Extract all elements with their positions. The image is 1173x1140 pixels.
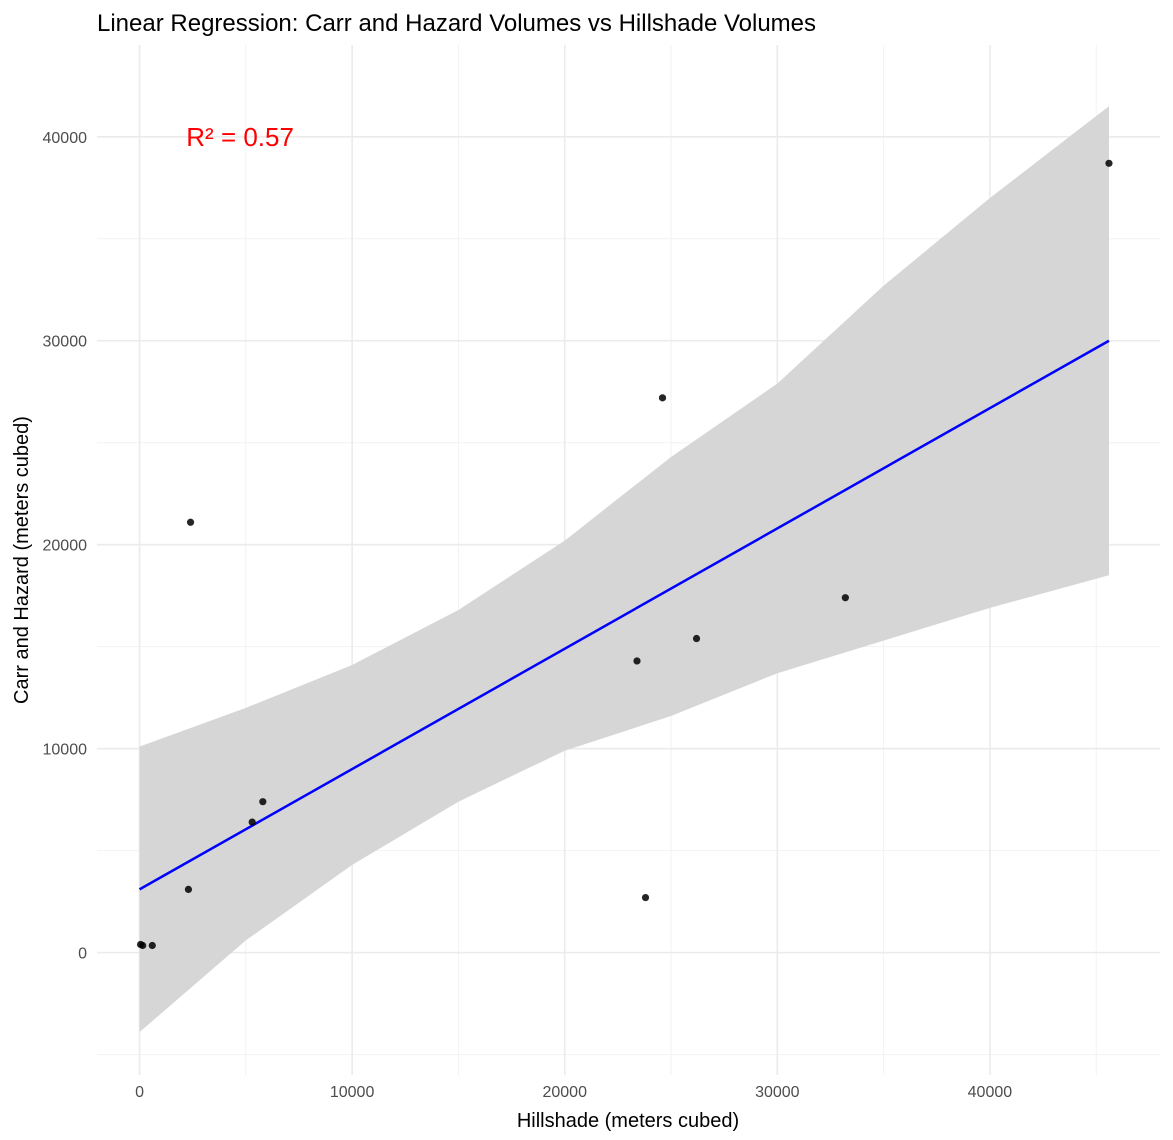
y-axis-title: Carr and Hazard (meters cubed) xyxy=(11,416,33,704)
x-tick-label: 20000 xyxy=(542,1084,587,1101)
data-point xyxy=(139,941,147,950)
data-point xyxy=(259,798,267,806)
data-point xyxy=(633,657,641,665)
data-point xyxy=(1105,159,1113,167)
data-point xyxy=(841,594,849,602)
y-tick-label: 30000 xyxy=(43,334,88,351)
y-tick-label: 40000 xyxy=(43,130,88,147)
confidence-band xyxy=(139,106,1109,1033)
x-tick-labels: 0 10000 20000 30000 40000 xyxy=(135,1084,1012,1101)
data-point xyxy=(186,518,195,526)
data-point xyxy=(148,941,156,950)
r-squared-annotation: R² = 0.57 xyxy=(186,122,294,152)
x-axis-title: Hillshade (meters cubed) xyxy=(517,1110,739,1132)
data-points xyxy=(136,159,1113,950)
data-point xyxy=(248,818,256,826)
chart-title: Linear Regression: Carr and Hazard Volum… xyxy=(97,10,816,37)
y-tick-label: 20000 xyxy=(43,538,88,555)
data-point xyxy=(184,885,193,893)
y-tick-labels: 0 10000 20000 30000 40000 xyxy=(43,130,88,963)
data-point xyxy=(692,634,701,643)
x-tick-label: 10000 xyxy=(330,1084,375,1101)
regression-line xyxy=(138,339,1110,891)
y-tick-label: 0 xyxy=(78,946,87,963)
y-tick-label: 10000 xyxy=(43,742,88,759)
x-tick-label: 0 xyxy=(135,1084,144,1101)
data-point xyxy=(641,893,650,902)
data-point xyxy=(658,394,667,402)
x-tick-label: 40000 xyxy=(968,1084,1013,1101)
x-tick-label: 30000 xyxy=(755,1084,800,1101)
